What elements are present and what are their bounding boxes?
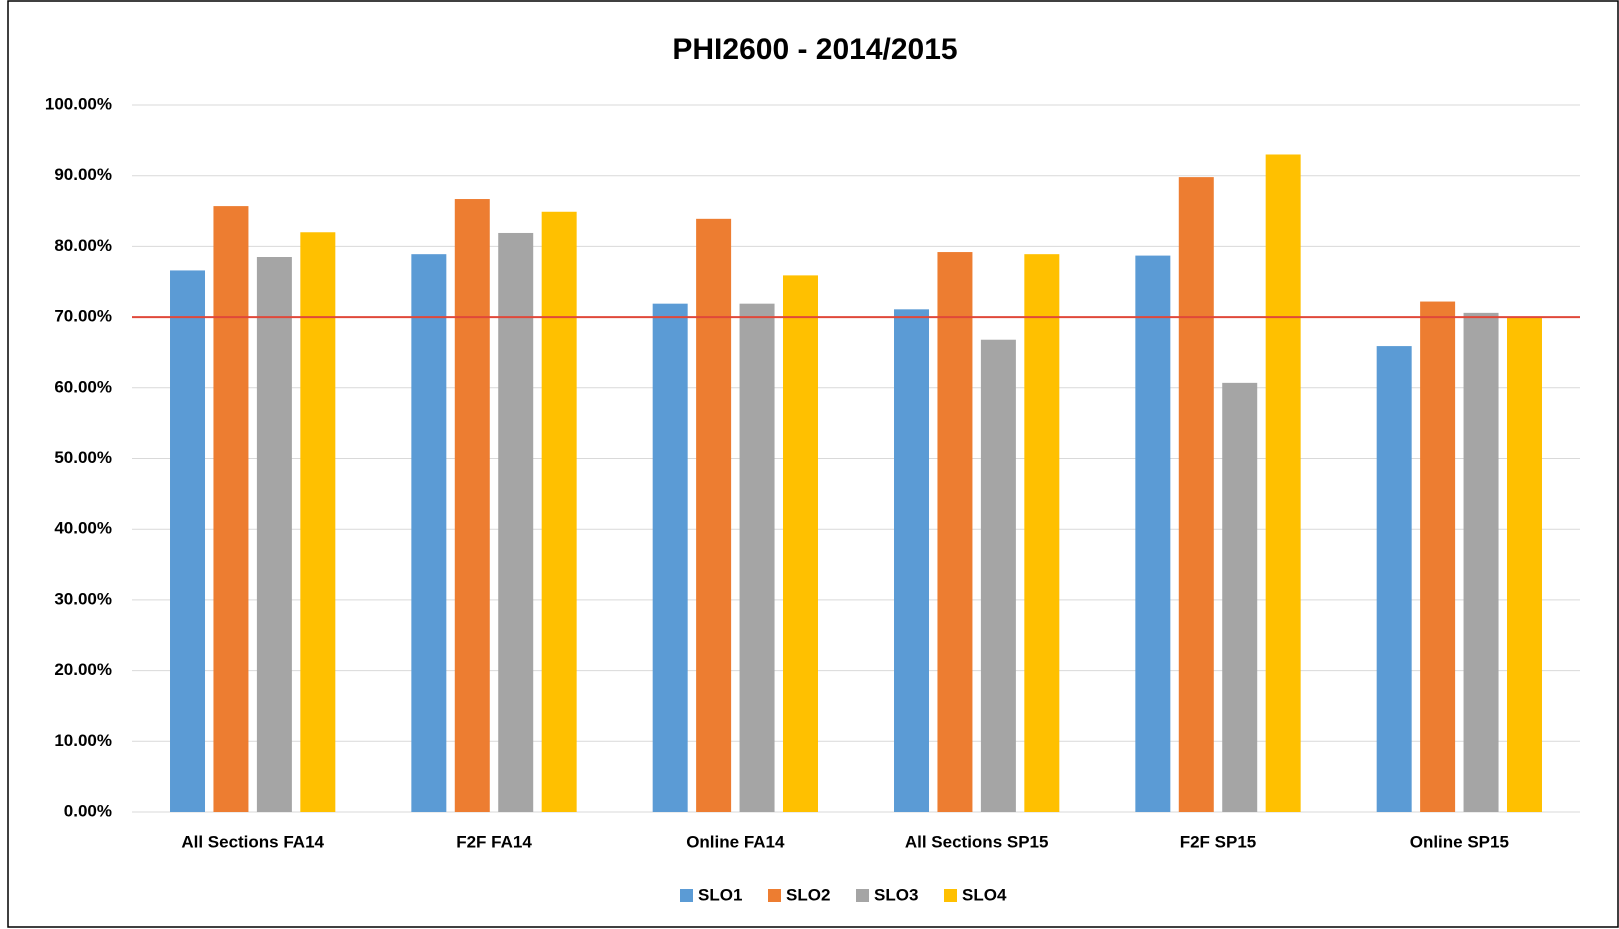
x-tick-label: Online SP15 (1410, 832, 1509, 851)
bar (1178, 177, 1214, 812)
bar (454, 199, 490, 812)
x-tick-label: F2F SP15 (1180, 832, 1257, 851)
bar (1463, 312, 1499, 812)
y-tick-label: 20.00% (54, 660, 112, 679)
x-tick-label: F2F FA14 (456, 832, 532, 851)
legend-label: SLO2 (786, 885, 830, 904)
x-tick-label: All Sections SP15 (905, 832, 1049, 851)
bar (782, 275, 818, 813)
y-tick-label: 30.00% (54, 589, 112, 608)
bar (541, 211, 577, 812)
legend-label: SLO1 (698, 885, 742, 904)
legend-swatch (680, 889, 693, 902)
legend-label: SLO4 (962, 885, 1007, 904)
legend-swatch (768, 889, 781, 902)
x-tick-label: All Sections FA14 (181, 832, 324, 851)
bar (1222, 382, 1258, 812)
x-tick-label: Online FA14 (686, 832, 785, 851)
bar (1024, 254, 1060, 812)
y-tick-label: 90.00% (54, 165, 112, 184)
bar (213, 206, 249, 812)
y-tick-label: 10.00% (54, 731, 112, 750)
legend-swatch (856, 889, 869, 902)
bar (894, 309, 930, 812)
legend-label: SLO3 (874, 885, 918, 904)
bar (498, 232, 534, 813)
bar (1420, 301, 1456, 812)
chart-title: PHI2600 - 2014/2015 (672, 33, 957, 66)
y-tick-label: 40.00% (54, 519, 112, 538)
y-tick-label: 60.00% (54, 377, 112, 396)
bar (411, 254, 447, 812)
bar (937, 252, 973, 812)
bar (1265, 154, 1301, 813)
bar (980, 339, 1016, 812)
y-tick-label: 80.00% (54, 236, 112, 255)
bar (696, 218, 732, 812)
legend-swatch (944, 889, 957, 902)
bar (300, 232, 336, 812)
y-tick-label: 100.00% (45, 94, 112, 113)
bar (652, 303, 688, 812)
bar (170, 270, 206, 812)
y-tick-label: 50.00% (54, 448, 112, 467)
bar (1506, 317, 1542, 812)
bar (256, 257, 292, 812)
bar (739, 303, 775, 812)
y-tick-label: 0.00% (64, 801, 112, 820)
bar (1135, 255, 1171, 812)
y-tick-label: 70.00% (54, 307, 112, 326)
bar (1376, 346, 1412, 812)
